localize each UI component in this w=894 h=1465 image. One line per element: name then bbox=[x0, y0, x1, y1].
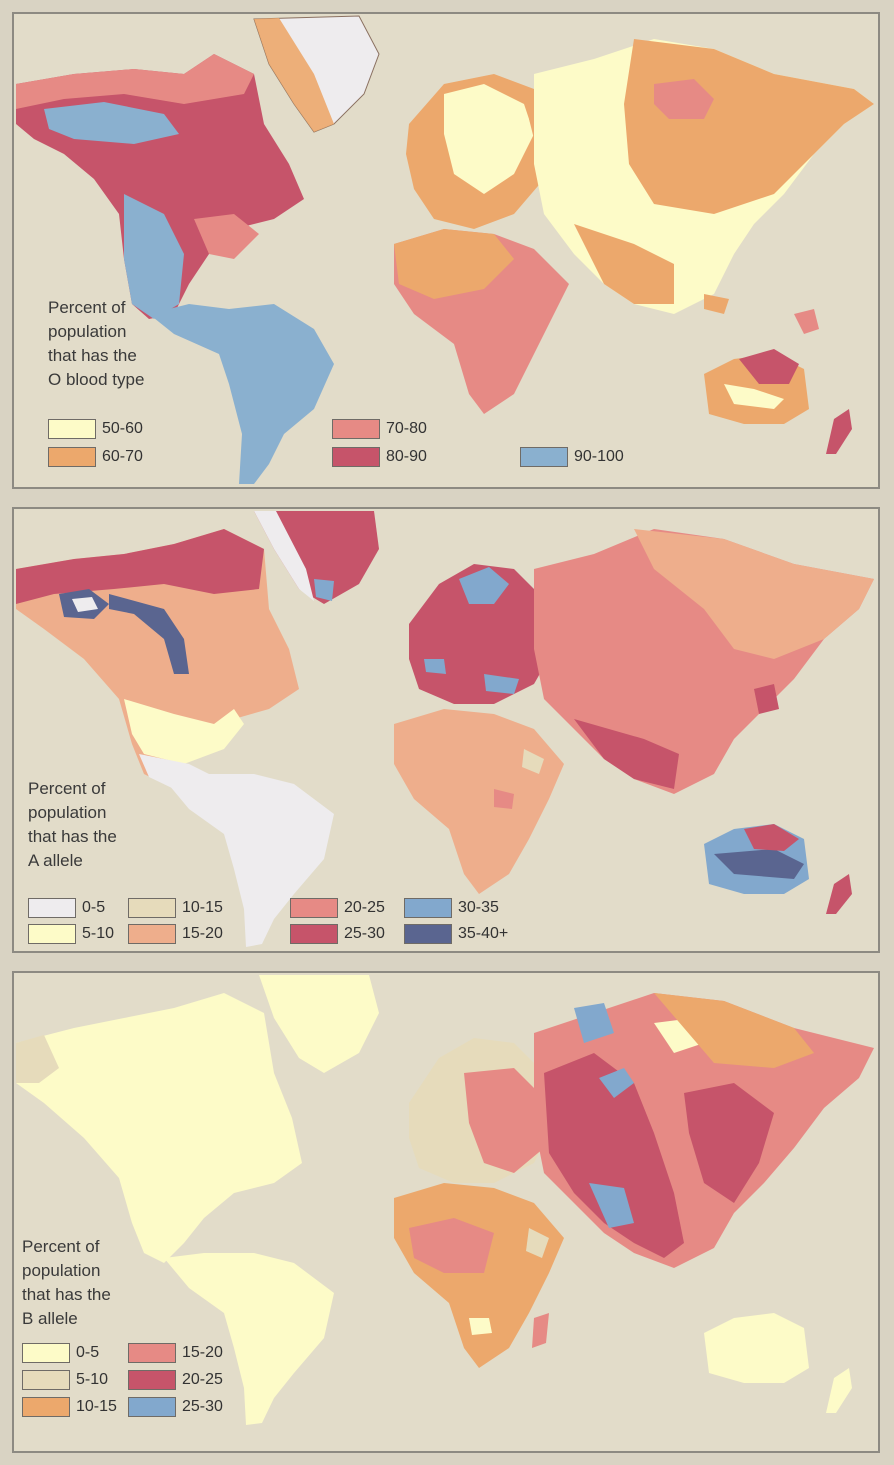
legend-item: 70-80 bbox=[332, 418, 427, 440]
region-south-america bbox=[164, 774, 334, 947]
map-caption: Percent of population that has the A all… bbox=[28, 779, 117, 870]
region-new-zealand bbox=[826, 1368, 852, 1413]
legend-label: 35-40+ bbox=[458, 925, 509, 942]
map-caption: Percent of population that has the B all… bbox=[22, 1237, 111, 1328]
map-panel-o-blood-type: Percent of population that has the O blo… bbox=[12, 12, 880, 489]
legend-label: 15-20 bbox=[182, 1344, 223, 1361]
legend-item: 0-5 bbox=[22, 1342, 99, 1364]
legend-swatch bbox=[404, 924, 452, 944]
legend-swatch bbox=[290, 924, 338, 944]
legend-item: 25-30 bbox=[128, 1396, 223, 1418]
region-south-america bbox=[164, 1253, 334, 1425]
region-australia bbox=[704, 1313, 809, 1383]
legend-item: 20-25 bbox=[128, 1369, 223, 1391]
legend-swatch bbox=[520, 447, 568, 467]
legend-item: 5-10 bbox=[22, 1369, 108, 1391]
legend-label: 10-15 bbox=[76, 1398, 117, 1415]
legend-label: 30-35 bbox=[458, 899, 499, 916]
legend-item: 5-10 bbox=[28, 923, 114, 945]
region-new-zealand bbox=[826, 874, 852, 914]
legend-swatch bbox=[128, 1343, 176, 1363]
legend-label: 5-10 bbox=[82, 925, 115, 942]
legend-label: 60-70 bbox=[102, 448, 143, 465]
region-south-america bbox=[149, 304, 334, 484]
legend-label: 80-90 bbox=[386, 448, 427, 465]
legend-item: 10-15 bbox=[22, 1396, 117, 1418]
legend-item: 50-60 bbox=[48, 418, 143, 440]
legend-swatch bbox=[404, 898, 452, 918]
legend-swatch bbox=[22, 1397, 70, 1417]
legend-swatch bbox=[128, 924, 176, 944]
legend-label: 25-30 bbox=[182, 1398, 223, 1415]
region-north-america bbox=[16, 993, 302, 1263]
legend-item: 0-5 bbox=[28, 897, 105, 919]
world-map-o bbox=[16, 15, 874, 484]
legend-swatch bbox=[48, 419, 96, 439]
legend-swatch bbox=[22, 1370, 70, 1390]
map-caption: Percent of population that has the O blo… bbox=[48, 298, 145, 389]
legend-label: 10-15 bbox=[182, 899, 223, 916]
legend-label: 20-25 bbox=[182, 1371, 223, 1388]
legend-label: 0-5 bbox=[76, 1344, 100, 1361]
world-map-a bbox=[16, 511, 874, 947]
region-africa bbox=[394, 709, 564, 894]
legend-item: 20-25 bbox=[290, 897, 385, 919]
legend-item: 15-20 bbox=[128, 923, 223, 945]
legend-label: 20-25 bbox=[344, 899, 385, 916]
legend-swatch bbox=[22, 1343, 70, 1363]
legend-item: 15-20 bbox=[128, 1342, 223, 1364]
map-panel-a-allele: Percent of population that has the A all… bbox=[12, 507, 880, 953]
legend-item: 30-35 bbox=[404, 897, 499, 919]
legend-swatch bbox=[290, 898, 338, 918]
legend-item: 25-30 bbox=[290, 923, 385, 945]
legend-swatch bbox=[28, 898, 76, 918]
legend-label: 90-100 bbox=[574, 448, 624, 465]
legend-item: 60-70 bbox=[48, 446, 143, 468]
legend-swatch bbox=[48, 447, 96, 467]
legend-swatch bbox=[128, 898, 176, 918]
legend-label: 50-60 bbox=[102, 420, 143, 437]
map-panel-b-allele: Percent of population that has the B all… bbox=[12, 971, 880, 1453]
legend-swatch bbox=[128, 1370, 176, 1390]
legend-swatch bbox=[332, 447, 380, 467]
legend-label: 15-20 bbox=[182, 925, 223, 942]
region-new-zealand bbox=[826, 409, 852, 454]
legend-label: 25-30 bbox=[344, 925, 385, 942]
legend-item: 10-15 bbox=[128, 897, 223, 919]
legend-item: 80-90 bbox=[332, 446, 427, 468]
legend-label: 5-10 bbox=[76, 1371, 109, 1388]
region-greenland bbox=[259, 975, 379, 1073]
legend-label: 0-5 bbox=[82, 899, 106, 916]
legend-swatch bbox=[128, 1397, 176, 1417]
legend-swatch bbox=[28, 924, 76, 944]
legend-swatch bbox=[332, 419, 380, 439]
legend-item: 90-100 bbox=[520, 446, 624, 468]
world-map-b bbox=[16, 975, 874, 1425]
legend-item: 35-40+ bbox=[404, 923, 508, 945]
legend-label: 70-80 bbox=[386, 420, 427, 437]
